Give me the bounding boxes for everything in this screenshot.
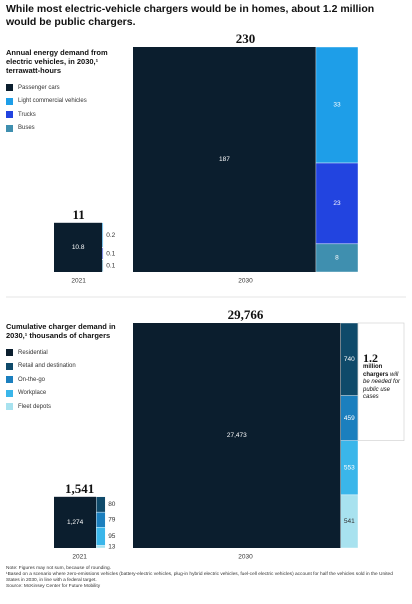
note: Source: McKinsey Center for Future Mobil… bbox=[6, 584, 101, 589]
notes: Note: Figures may not sum, because of ro… bbox=[6, 566, 406, 590]
segment bbox=[133, 323, 341, 548]
segment bbox=[96, 545, 106, 549]
value-label: 8 bbox=[335, 255, 339, 262]
legend-swatch bbox=[6, 362, 13, 370]
total-label: 1,541 bbox=[65, 481, 94, 496]
legend-swatch bbox=[6, 84, 13, 92]
segment bbox=[340, 494, 359, 549]
legend-item: Buses bbox=[6, 122, 121, 136]
value-label: 1,274 bbox=[67, 519, 84, 526]
category-label: 2021 bbox=[72, 554, 87, 561]
legend-title: Annual energy demand from electric vehic… bbox=[6, 48, 108, 75]
title: While most electric-vehicle chargers wou… bbox=[6, 3, 375, 28]
value-label: 33 bbox=[333, 102, 341, 109]
note: ¹Based on a scenario where zero-emission… bbox=[6, 572, 393, 583]
segment bbox=[102, 259, 104, 273]
legend-item: Residential bbox=[6, 346, 121, 360]
value-label: 541 bbox=[344, 518, 355, 525]
total-label: 230 bbox=[236, 31, 256, 46]
value-label: 13 bbox=[108, 543, 116, 550]
segment bbox=[96, 511, 106, 528]
legend-swatch bbox=[6, 349, 13, 357]
note: Note: Figures may not sum, because of ro… bbox=[6, 566, 112, 571]
legend-swatch bbox=[6, 376, 13, 384]
legend-label: Fleet depots bbox=[18, 403, 52, 410]
value-label: 79 bbox=[108, 516, 116, 523]
legend-swatch bbox=[6, 111, 13, 119]
value-label: 0.1 bbox=[106, 263, 115, 270]
segment bbox=[54, 496, 97, 548]
segment bbox=[54, 222, 103, 272]
segment bbox=[96, 527, 106, 546]
legend-label: Workplace bbox=[18, 390, 47, 397]
legend-label: On-the-go bbox=[18, 376, 46, 383]
legend-swatch bbox=[6, 403, 13, 411]
segment bbox=[133, 47, 316, 272]
legend: Annual energy demand from electric vehic… bbox=[6, 48, 121, 135]
value-label: 459 bbox=[344, 415, 355, 422]
annotation-box bbox=[357, 322, 405, 441]
legend-item: Workplace bbox=[6, 387, 121, 401]
legend-label: Trucks bbox=[18, 111, 36, 118]
value-label: 0.2 bbox=[106, 232, 115, 239]
annotation: 1.2 million chargers will be needed for … bbox=[363, 352, 403, 402]
annotation-bold: million chargers bbox=[363, 364, 389, 378]
legend-title: Cumulative charger demand in 2030,¹ thou… bbox=[6, 322, 116, 340]
legend-item: Retail and destination bbox=[6, 360, 121, 374]
legend-label: Retail and destination bbox=[18, 363, 76, 370]
value-label: 80 bbox=[108, 501, 116, 508]
segment bbox=[102, 222, 104, 248]
category-label: 2030 bbox=[238, 554, 253, 561]
legend-swatch bbox=[6, 97, 13, 105]
annotation-value: 1.2 bbox=[363, 351, 378, 365]
value-label: 27,473 bbox=[227, 432, 247, 439]
segment bbox=[102, 247, 104, 260]
legend-label: Light commercial vehicles bbox=[18, 98, 87, 105]
segment bbox=[315, 46, 359, 164]
legend-label: Buses bbox=[18, 125, 35, 132]
value-label: 95 bbox=[108, 533, 116, 540]
category-label: 2021 bbox=[71, 278, 86, 285]
legend-swatch bbox=[6, 124, 13, 132]
annotation-text: will be needed for public use cases bbox=[363, 371, 401, 401]
legend-item: On-the-go bbox=[6, 373, 121, 387]
value-label: 0.1 bbox=[106, 250, 115, 257]
segment bbox=[96, 496, 106, 513]
total-label: 29,766 bbox=[228, 307, 264, 322]
legend-label: Residential bbox=[18, 349, 48, 356]
value-label: 187 bbox=[219, 156, 230, 163]
value-label: 553 bbox=[344, 465, 355, 472]
legend-label: Passenger cars bbox=[18, 84, 60, 91]
category-label: 2030 bbox=[238, 278, 253, 285]
legend-item: Fleet depots bbox=[6, 400, 121, 414]
legend-swatch bbox=[6, 389, 13, 397]
segment bbox=[315, 162, 359, 245]
value-label: 740 bbox=[344, 356, 355, 363]
value-label: 23 bbox=[333, 200, 341, 207]
value-label: 10.8 bbox=[72, 244, 85, 251]
legend-item: Passenger cars bbox=[6, 81, 121, 95]
segment bbox=[315, 243, 359, 273]
total-label: 11 bbox=[72, 207, 84, 222]
legend: Cumulative charger demand in 2030,¹ thou… bbox=[6, 322, 121, 414]
legend-item: Trucks bbox=[6, 108, 121, 122]
legend-item: Light commercial vehicles bbox=[6, 95, 121, 109]
